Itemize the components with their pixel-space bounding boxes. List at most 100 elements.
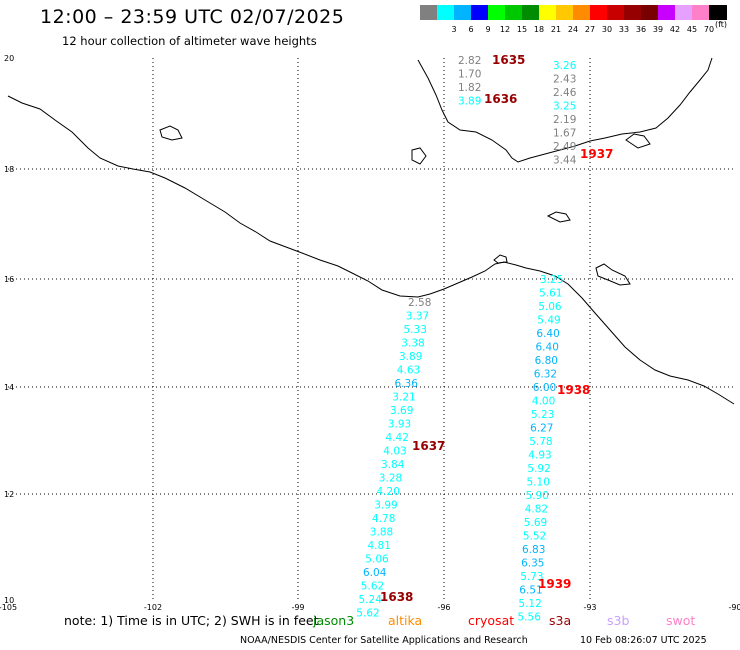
wave-height-value: 2.19 xyxy=(553,114,576,126)
wave-height-value: 4.81 xyxy=(368,540,391,552)
wave-height-value: 6.36 xyxy=(395,378,419,390)
island-e xyxy=(546,211,571,223)
wave-height-value: 3.89 xyxy=(399,351,422,363)
wave-height-value: 3.69 xyxy=(390,405,413,417)
wave-height-value: 5.62 xyxy=(361,581,384,593)
wave-height-value: 6.40 xyxy=(536,342,559,354)
wave-height-value: 1.67 xyxy=(553,128,576,140)
colorbar-label: 33 xyxy=(618,25,630,34)
axis-labels: -105 -102 -99 -96 -93 -90 20 18 16 14 12 10 xyxy=(0,54,740,612)
wave-height-value: 2.58 xyxy=(408,297,431,309)
colorbar-swatch xyxy=(607,5,625,20)
colorbar-label: 3 xyxy=(451,25,457,34)
colorbar-swatch xyxy=(573,5,591,20)
wave-height-value: 3.38 xyxy=(401,338,424,350)
wave-height-value: 1.82 xyxy=(458,82,481,94)
wave-height-value: 1.70 xyxy=(458,69,481,81)
pass-time-label: 1939 xyxy=(538,577,571,591)
wave-height-value: 6.32 xyxy=(534,369,557,381)
wave-height-value: 5.52 xyxy=(523,531,546,543)
colorbar-swatch xyxy=(420,5,438,20)
colorbar-label: 12 xyxy=(499,25,511,34)
footer-note: note: 1) Time is in UTC; 2) SWH is in fe… xyxy=(64,613,319,628)
colorbar-swatch xyxy=(675,5,693,20)
colorbar-label: 70 xyxy=(703,25,715,34)
credit-line: NOAA/NESDIS Center for Satellite Applica… xyxy=(240,635,528,646)
colorbar-label: 27 xyxy=(584,25,596,34)
legend-item-s3b: s3b xyxy=(607,613,630,628)
wave-height-value: 5.49 xyxy=(537,315,560,327)
wave-height-value: 4.00 xyxy=(532,396,555,408)
island-a xyxy=(159,125,183,141)
island-d xyxy=(595,263,631,286)
colorbar-swatch xyxy=(641,5,659,20)
wave-height-value: 5.06 xyxy=(365,554,389,566)
wave-height-value: 3.99 xyxy=(374,500,397,512)
wave-height-value: 2.49 xyxy=(553,141,576,153)
wave-height-value: 3.88 xyxy=(370,527,393,539)
map-subtitle: 12 hour collection of altimeter wave hei… xyxy=(62,34,317,48)
longitude-label: -96 xyxy=(437,603,450,612)
longitude-label: -90 xyxy=(728,603,740,612)
latitude-label: 18 xyxy=(4,165,14,174)
wave-height-value: 3.89 xyxy=(458,96,481,108)
wave-height-value: 5.73 xyxy=(520,571,543,583)
legend-item-altika: altika xyxy=(388,613,423,628)
wave-height-value: 4.20 xyxy=(377,486,400,498)
wave-height-value: 3.44 xyxy=(553,155,577,167)
colorbar-label: 30 xyxy=(601,25,613,34)
wave-height-value: 3.28 xyxy=(379,473,402,485)
legend-item-jason3: jason3 xyxy=(313,613,355,628)
map-title: 12:00 – 23:59 UTC 02/07/2025 xyxy=(40,6,345,28)
wave-height-value: 2.43 xyxy=(553,74,576,86)
colorbar-label: 36 xyxy=(635,25,647,34)
longitude-label: -105 xyxy=(0,603,17,612)
altimeter-tracks: 2.82 1.701.82 3.89 1635 1636 3.26 2.432.46 3.25… xyxy=(356,53,613,624)
colorbar-swatch xyxy=(709,5,727,20)
latitude-label: 16 xyxy=(4,275,14,284)
colorbar-label: 39 xyxy=(652,25,664,34)
colorbar-label: 42 xyxy=(669,25,681,34)
latitude-label: 20 xyxy=(4,54,14,63)
wave-height-value: 3.84 xyxy=(381,459,405,471)
wave-height-value: 2.46 xyxy=(553,87,577,99)
wave-height-value: 5.10 xyxy=(527,477,550,489)
colorbar-swatch xyxy=(624,5,642,20)
wave-height-value: 5.69 xyxy=(524,517,547,529)
wave-height-value: 6.27 xyxy=(530,423,553,435)
wave-height-value: 4.78 xyxy=(372,513,395,525)
pass-time-label: 1635 xyxy=(492,53,525,67)
wave-height-value: 4.42 xyxy=(386,432,409,444)
wave-height-value: 5.90 xyxy=(526,490,549,502)
wave-height-value: 3.26 xyxy=(553,60,577,72)
wave-height-value: 4.82 xyxy=(525,504,548,516)
colorbar-label: 21 xyxy=(550,25,562,34)
wave-height-value: 5.78 xyxy=(529,436,552,448)
longitude-label: -93 xyxy=(583,603,596,612)
wave-height-value: 6.83 xyxy=(522,544,545,556)
generation-timestamp: 10 Feb 08:26:07 UTC 2025 xyxy=(580,635,707,646)
legend-item-s3a: s3a xyxy=(549,613,572,628)
pass-time-label: 1638 xyxy=(380,590,413,604)
wave-height-value: 5.24 xyxy=(359,594,383,606)
wave-height-value: 5.06 xyxy=(538,301,562,313)
colorbar-label: 45 xyxy=(686,25,698,34)
latitude-label: 14 xyxy=(4,383,14,392)
wave-height-value: 6.00 xyxy=(533,382,556,394)
wave-height-value: 5.61 xyxy=(539,288,562,300)
latitude-label: 12 xyxy=(4,490,14,499)
pass-time-label: 1938 xyxy=(557,383,590,397)
colorbar-swatch xyxy=(556,5,574,20)
wave-height-value: 5.12 xyxy=(518,598,541,610)
wave-height-value: 3.25 xyxy=(540,274,563,286)
coastline-mainland xyxy=(7,95,735,405)
colorbar-swatch xyxy=(488,5,506,20)
wave-height-value: 3.93 xyxy=(388,419,411,431)
latitude-label: 10 xyxy=(4,596,14,605)
wave-height-value: 6.51 xyxy=(519,585,542,597)
legend-item-cryosat: cryosat xyxy=(468,613,515,628)
wave-height-value: 6.40 xyxy=(536,328,559,340)
coastline-gulf xyxy=(417,57,713,163)
colorbar-swatch xyxy=(505,5,523,20)
